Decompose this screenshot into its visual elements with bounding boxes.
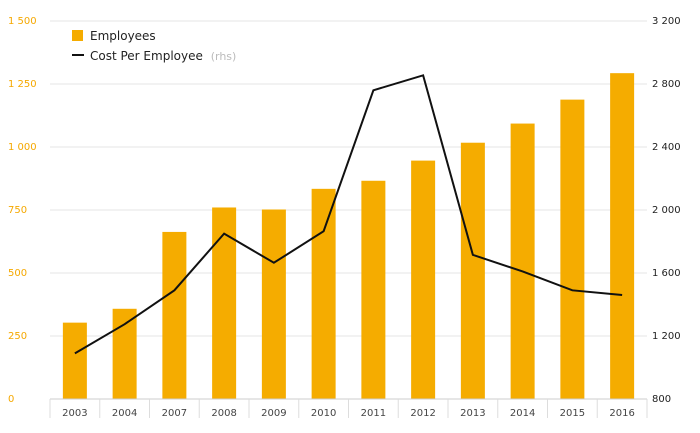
bar-employees-2004 — [112, 308, 137, 399]
bar-employees-2014 — [510, 123, 535, 400]
right-tick-label: 1 600 — [652, 268, 681, 279]
x-tick-label: 2015 — [560, 408, 585, 419]
x-tick-label: 2016 — [609, 408, 634, 419]
x-tick-label: 2010 — [311, 408, 336, 419]
bar-employees-2015 — [560, 99, 585, 400]
bar-employees-2010 — [311, 188, 336, 399]
employee-bars — [62, 73, 635, 400]
x-axis: 2003 2004 2007 2008 2009 2010 2011 2012 2013 2014… — [49, 398, 648, 419]
x-tick-label: 2014 — [510, 408, 535, 419]
bar-employees-2009 — [261, 209, 286, 399]
left-tick-label: 750 — [8, 205, 27, 216]
legend-label-cost-name: Cost Per Employee — [90, 49, 203, 63]
x-tick-label: 2007 — [162, 408, 187, 419]
legend: Employees Cost Per Employee (rhs) — [72, 29, 236, 63]
bar-employees-2012 — [411, 160, 436, 399]
bar-employees-2008 — [212, 207, 237, 399]
x-tick-label: 2011 — [361, 408, 386, 419]
bar-employees-2007 — [162, 231, 187, 399]
left-axis-ticks: 0 250 500 750 1 000 1 250 1 500 — [8, 16, 37, 405]
gridlines — [50, 20, 647, 337]
right-axis-ticks: 800 1 200 1 600 2 000 2 400 2 800 3 200 — [652, 16, 681, 405]
left-tick-label: 1 250 — [8, 79, 37, 90]
legend-swatch-employees — [72, 30, 83, 41]
right-tick-label: 800 — [652, 394, 671, 405]
cost-line — [74, 74, 623, 355]
legend-label-employees: Employees — [90, 29, 156, 43]
line-cost-per-employee — [74, 74, 623, 355]
left-tick-label: 1 500 — [8, 16, 37, 27]
right-tick-label: 3 200 — [652, 16, 681, 27]
legend-label-cost-suffix: (rhs) — [211, 50, 237, 63]
x-tick-label: 2008 — [211, 408, 236, 419]
right-tick-label: 1 200 — [652, 331, 681, 342]
x-tick-label: 2004 — [112, 408, 137, 419]
right-tick-label: 2 000 — [652, 205, 681, 216]
left-tick-label: 250 — [8, 331, 27, 342]
left-tick-label: 1 000 — [8, 142, 37, 153]
left-tick-label: 0 — [8, 394, 14, 405]
x-tick-label: 2013 — [460, 408, 485, 419]
x-tick-label: 2009 — [261, 408, 286, 419]
right-tick-label: 2 400 — [652, 142, 681, 153]
bar-employees-2013 — [460, 142, 485, 399]
bar-employees-2016 — [610, 73, 635, 399]
x-tick-label: 2003 — [62, 408, 87, 419]
right-tick-label: 2 800 — [652, 79, 681, 90]
left-tick-label: 500 — [8, 268, 27, 279]
bar-employees-2011 — [361, 180, 386, 399]
legend-label-cost: Cost Per Employee (rhs) — [90, 49, 236, 63]
x-tick-label: 2012 — [410, 408, 435, 419]
bar-employees-2003 — [62, 322, 87, 399]
